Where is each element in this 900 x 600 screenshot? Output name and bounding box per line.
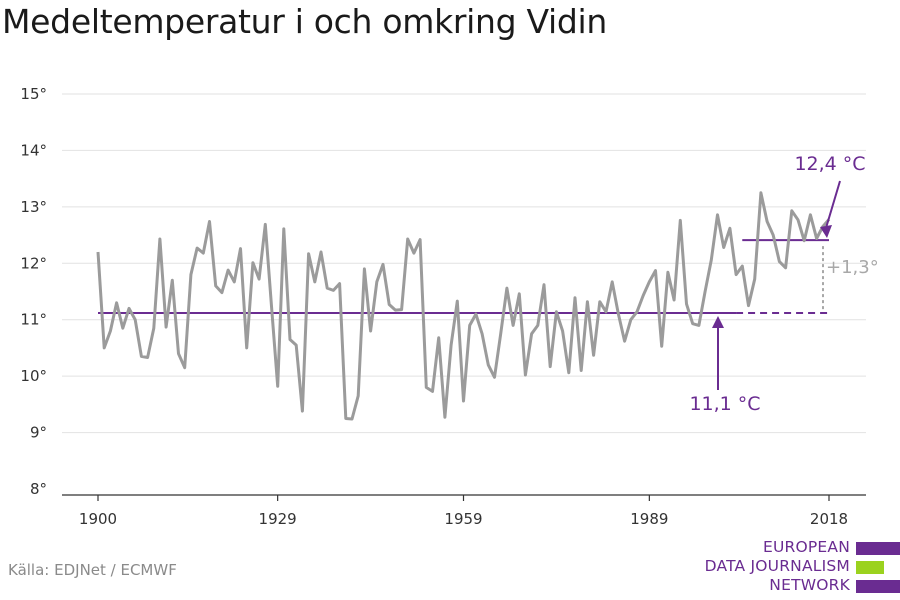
gridlines — [62, 93, 866, 434]
y-tick-label-12: 12° — [20, 254, 47, 272]
x-tick-label-1929: 1929 — [259, 510, 297, 528]
y-tick-label-15: 15° — [20, 85, 47, 103]
logo-line-2: DATA JOURNALISM — [704, 557, 850, 575]
y-tick-label-11: 11° — [20, 311, 47, 329]
reference-lines — [98, 239, 829, 314]
source-label: Källa: EDJNet / ECMWF — [8, 561, 177, 579]
baseline-mean-arrow-head — [712, 316, 724, 328]
recent-mean-label: 12,4 °C — [794, 153, 865, 175]
logo-line-3: NETWORK — [769, 576, 850, 594]
y-tick-label-13: 13° — [20, 198, 47, 216]
difference-label: +1,3° — [826, 257, 879, 278]
x-tick-label-1959: 1959 — [444, 510, 482, 528]
y-tick-label-14: 14° — [20, 141, 47, 159]
logo-bar-bottom — [856, 580, 900, 593]
y-tick-label-9: 9° — [30, 424, 47, 442]
x-tick-label-1989: 1989 — [630, 510, 668, 528]
x-tick-label-1900: 1900 — [79, 510, 117, 528]
y-tick-label-10: 10° — [20, 367, 47, 385]
recent-mean-arrow-shaft — [825, 180, 841, 229]
y-axis-tick-labels: 8° 9° 10° 11° 12° 13° 14° 15° — [20, 85, 47, 498]
temperature-series-line — [96, 191, 831, 421]
edjnet-logo[interactable]: EUROPEAN DATA JOURNALISM NETWORK — [700, 538, 900, 600]
logo-line-1: EUROPEAN — [762, 538, 850, 556]
logo-bar-middle — [856, 561, 884, 574]
x-tick-label-2018: 2018 — [810, 510, 848, 528]
recent-mean-arrow-head — [820, 225, 832, 238]
annotations: 12,4 °C 11,1 °C +1,3° — [689, 153, 878, 415]
y-tick-label-8: 8° — [30, 480, 47, 498]
x-axis-ticks: 1900 1929 1959 1989 2018 — [79, 495, 848, 528]
logo-bar-top — [856, 542, 900, 555]
chart-title: Medeltemperatur i och omkring Vidin — [2, 2, 608, 41]
baseline-mean-label: 11,1 °C — [689, 393, 760, 415]
